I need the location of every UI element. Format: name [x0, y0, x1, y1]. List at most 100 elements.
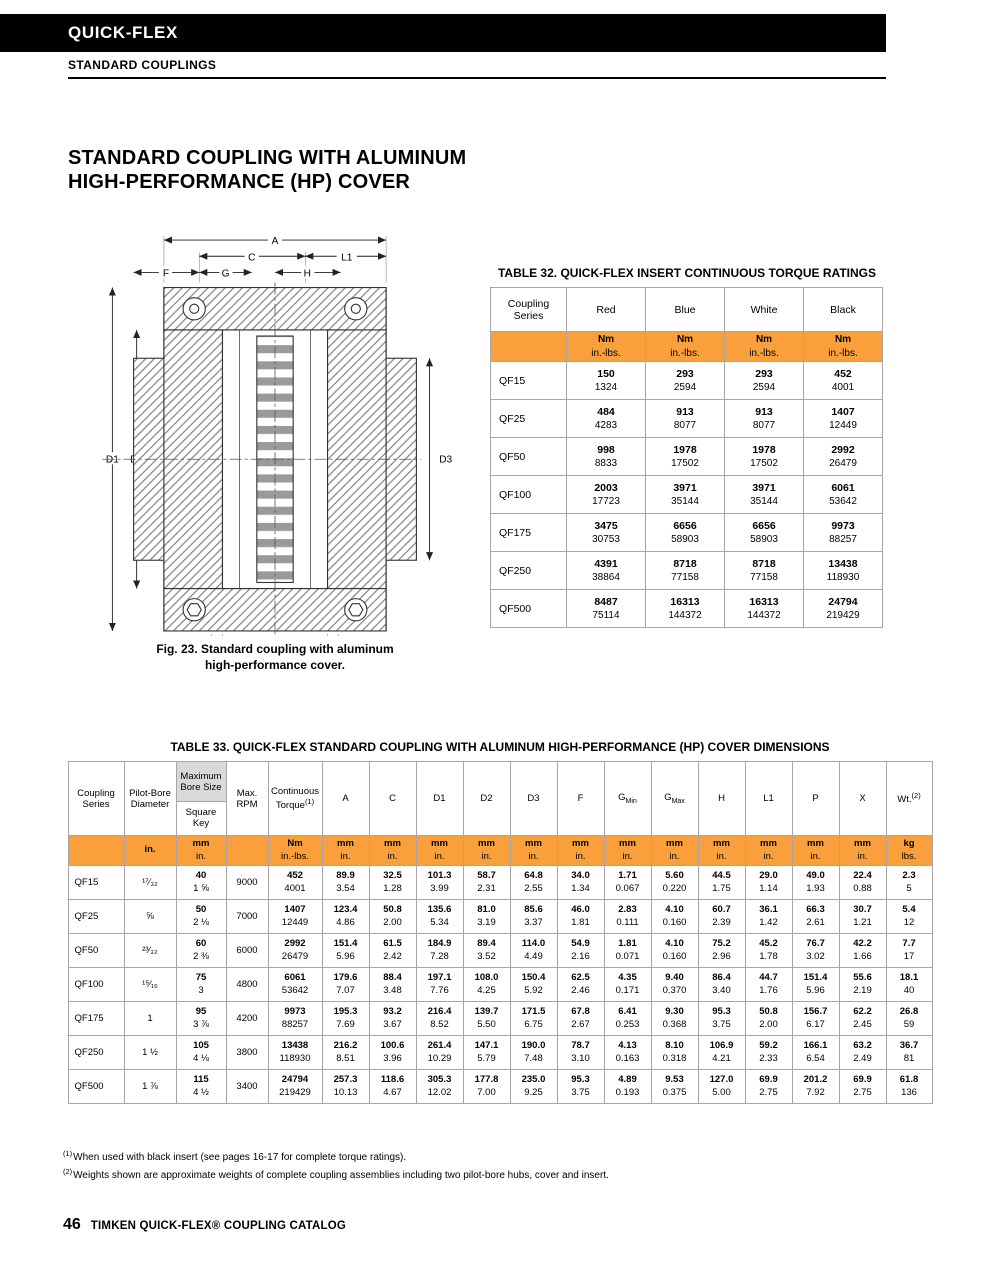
imperial-value: 0.253: [615, 1018, 640, 1030]
imperial-value: 5.96: [806, 984, 825, 996]
centerlines: [102, 282, 422, 636]
imperial-value: 0.163: [615, 1052, 640, 1064]
header-label: D1: [433, 793, 446, 804]
unit-metric: mm: [572, 837, 589, 849]
torque-value-cell: 3971 35144: [724, 475, 804, 514]
value-cell: 9.40 0.370: [650, 967, 699, 1002]
metric-value: 8718: [673, 557, 697, 570]
torque-value-cell: 24794 219429: [803, 589, 883, 628]
value-cell: 156.7 6.17: [791, 1001, 840, 1036]
value-cell: 114.0 4.49: [509, 933, 558, 968]
max-rpm-cell: 9000: [225, 865, 269, 900]
brand-label: QUICK-FLEX: [68, 23, 178, 42]
metric-value: 216.4: [427, 1005, 452, 1017]
metric-value: 69.9: [853, 1073, 872, 1085]
max-rpm-cell: 6000: [225, 933, 269, 968]
torque-value-cell: 1978 17502: [645, 437, 725, 476]
series-cell: QF15: [67, 865, 125, 900]
table32-section: TABLE 32. QUICK-FLEX INSERT CONTINUOUS T…: [490, 266, 884, 628]
value-cell: 108.0 4.25: [462, 967, 511, 1002]
imperial-value: 0.88: [853, 882, 872, 894]
dim-label-h: H: [304, 268, 311, 279]
imperial-value: 2.75: [853, 1086, 872, 1098]
column-header: Pilot-Bore Diameter: [123, 761, 177, 836]
table32-header-row: Coupling Series Red Blue White Black: [490, 287, 883, 332]
imperial-value: 4 ⅛: [193, 1052, 209, 1064]
value-cell: 6061 53642: [267, 967, 323, 1002]
value-cell: 171.5 6.75: [509, 1001, 558, 1036]
metric-value: 139.7: [474, 1005, 499, 1017]
imperial-value: 53642: [829, 495, 857, 507]
value-cell: 147.1 5.79: [462, 1035, 511, 1070]
metric-value: 63.2: [853, 1039, 872, 1051]
metric-value: 115: [193, 1073, 209, 1085]
imperial-value: 118930: [826, 571, 860, 583]
metric-value: 45.2: [759, 937, 778, 949]
column-header: F: [556, 761, 605, 836]
imperial-value: 144372: [747, 609, 781, 621]
metric-value: 49.0: [806, 869, 825, 881]
torque-row: QF15 150 1324 293 2594 293 2594 452 4001: [490, 361, 883, 400]
value-cell: 24794 219429: [267, 1069, 323, 1104]
imperial-value: 4.67: [383, 1086, 402, 1098]
value-cell: 63.2 2.49: [838, 1035, 887, 1070]
metric-value: 452: [834, 367, 852, 380]
value-cell: 452 4001: [267, 865, 323, 900]
imperial-value: 8.51: [336, 1052, 355, 1064]
imperial-value: 1.75: [712, 882, 731, 894]
value-cell: 67.8 2.67: [556, 1001, 605, 1036]
header-label: D2: [480, 793, 493, 804]
imperial-value: 0.160: [662, 916, 687, 928]
unit-metric: in.: [144, 844, 156, 856]
value-cell: 62.2 2.45: [838, 1001, 887, 1036]
imperial-value: 1 ⅝: [193, 882, 209, 894]
dim-label-l1: L1: [341, 252, 353, 263]
value-cell: 59.2 2.33: [744, 1035, 793, 1070]
unit-imperial: in.-lbs.: [591, 347, 621, 359]
metric-value: 95.3: [571, 1073, 590, 1085]
pilot-bore-cell: ¹⁵⁄₁₆: [123, 967, 177, 1002]
imperial-value: 77158: [671, 571, 699, 583]
imperial-value: 3 ⅞: [193, 1018, 209, 1030]
imperial-value: 1.93: [806, 882, 825, 894]
torque-value-cell: 2992 26479: [803, 437, 883, 476]
imperial-value: 5.34: [430, 916, 449, 928]
metric-value: 64.8: [524, 869, 543, 881]
metric-value: 101.3: [427, 869, 452, 881]
value-cell: 50.8 2.00: [744, 1001, 793, 1036]
value-cell: 22.4 0.88: [838, 865, 887, 900]
metric-value: 89.4: [477, 937, 496, 949]
imperial-value: 1324: [594, 381, 618, 393]
value-cell: 32.5 1.28: [368, 865, 417, 900]
imperial-value: 7.07: [336, 984, 355, 996]
column-header-red: Red: [566, 287, 646, 332]
page-number: 46: [63, 1216, 81, 1233]
imperial-value: 5.79: [477, 1052, 496, 1064]
column-header: Continuous Torque(1): [267, 761, 323, 836]
value-cell: 184.9 7.28: [415, 933, 464, 968]
table32-torque-ratings: Coupling Series Red Blue White Black Nm …: [490, 287, 883, 628]
coupling-cross-section-drawing: A C L1 F G H D1 D2 D3 X P: [102, 234, 453, 636]
metric-value: 1407: [831, 405, 855, 418]
metric-value: 6061: [831, 481, 855, 494]
value-cell: 81.0 3.19: [462, 899, 511, 934]
unit-cell: mm in.: [175, 835, 227, 866]
value-cell: 118.6 4.67: [368, 1069, 417, 1104]
unit-cell: mm in.: [603, 835, 652, 866]
pilot-bore-cell: ⅝: [123, 899, 177, 934]
value-cell: 13438 118930: [267, 1035, 323, 1070]
metric-value: 484: [597, 405, 615, 418]
imperial-value: 7.92: [806, 1086, 825, 1098]
torque-value-cell: 1978 17502: [724, 437, 804, 476]
column-header-white: White: [724, 287, 804, 332]
unit-metric: mm: [337, 837, 354, 849]
metric-value: 293: [755, 367, 773, 380]
torque-value-cell: 8487 75114: [566, 589, 646, 628]
imperial-value: 4283: [594, 419, 618, 431]
metric-value: 2.83: [618, 903, 637, 915]
figure-23: A C L1 F G H D1 D2 D3 X P: [88, 232, 462, 673]
table33-dimensions: Coupling Series Pilot-Bore Diameter Maximu…: [67, 761, 933, 1104]
unit-cell: mm in.: [321, 835, 370, 866]
metric-value: 24794: [828, 595, 858, 608]
torque-value-cell: 998 8833: [566, 437, 646, 476]
